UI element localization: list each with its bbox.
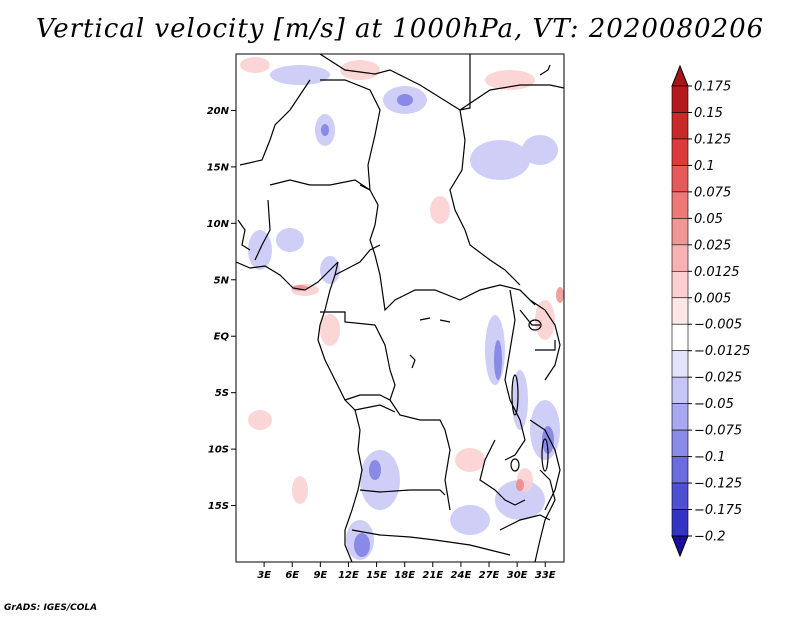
colorbar-label: 0.1	[694, 159, 715, 174]
lat-tick-label: 10N	[207, 219, 230, 230]
latitude-axis: 20N 15N 10N 5N EQ 5S 10S 15S	[207, 106, 236, 512]
colorbar-swatch	[671, 112, 689, 140]
lon-tick-label: 15E	[366, 570, 387, 581]
lon-tick-label: 6E	[285, 570, 299, 581]
colorbar-bottom-arrow	[671, 535, 689, 558]
colorbar-swatch	[671, 482, 689, 510]
map-boundaries	[236, 54, 564, 562]
colorbar-label: 0.025	[694, 238, 731, 253]
colorbar-swatch	[671, 376, 689, 404]
map-title: Vertical velocity [m/s] at 1000hPa, VT: …	[35, 14, 765, 44]
colorbar-swatch	[671, 191, 689, 219]
colorbar-label: −0.005	[694, 318, 742, 333]
colorbar-label: −0.1	[694, 450, 726, 465]
lon-tick-label: 21E	[422, 570, 443, 581]
colorbar-swatch	[671, 429, 689, 457]
colorbar-label: 0.125	[694, 132, 731, 147]
velocity-field	[236, 54, 564, 562]
lat-tick-label: 15S	[208, 501, 229, 512]
map-frame	[235, 53, 565, 563]
colorbar-swatch	[671, 85, 689, 113]
colorbar-swatch	[671, 138, 689, 166]
lon-tick-label: 12E	[338, 570, 359, 581]
lat-tick-label: 20N	[207, 106, 230, 117]
lat-tick-label: 5N	[214, 275, 230, 286]
colorbar-label: −0.2	[694, 530, 726, 545]
colorbar: 0.175 0.15 0.125 0.1 0.075 0.05 0.025 0.0125 0.0…	[671, 64, 750, 558]
colorbar-swatch	[671, 509, 689, 537]
colorbar-label: 0.0125	[694, 265, 740, 280]
colorbar-swatch	[671, 456, 689, 484]
colorbar-swatch	[671, 244, 689, 272]
colorbar-swatch	[671, 323, 689, 352]
lat-tick-label: EQ	[214, 332, 230, 343]
lat-tick-label: 15N	[207, 162, 230, 173]
colorbar-swatch	[671, 218, 689, 246]
colorbar-label: −0.175	[694, 503, 742, 518]
colorbar-top-arrow	[671, 64, 689, 87]
colorbar-label: 0.005	[694, 291, 731, 306]
colorbar-swatch	[671, 297, 689, 325]
colorbar-label: 0.075	[694, 185, 731, 200]
lat-tick-label: 5S	[215, 388, 229, 399]
colorbar-label: −0.075	[694, 424, 742, 439]
colorbar-swatch	[671, 403, 689, 431]
colorbar-label: −0.05	[694, 397, 734, 412]
colorbar-label: −0.025	[694, 371, 742, 386]
lon-tick-label: 24E	[451, 570, 472, 581]
grads-credit: GrADS: IGES/COLA	[4, 603, 98, 613]
lon-tick-label: 3E	[257, 570, 271, 581]
colorbar-label: 0.05	[694, 212, 723, 227]
colorbar-label: −0.125	[694, 477, 742, 492]
colorbar-swatch	[671, 165, 689, 193]
lon-tick-label: 18E	[394, 570, 415, 581]
longitude-axis: 3E 6E 9E 12E 15E 18E 21E 24E 27E 30E 33E	[257, 562, 556, 581]
lon-tick-label: 30E	[507, 570, 528, 581]
colorbar-label: 0.15	[694, 106, 723, 121]
lon-tick-label: 27E	[479, 570, 500, 581]
lon-tick-label: 9E	[313, 570, 327, 581]
colorbar-swatch	[671, 350, 689, 378]
colorbar-label: 0.175	[694, 80, 731, 95]
colorbar-label: −0.0125	[694, 344, 750, 359]
lat-tick-label: 10S	[208, 445, 229, 456]
colorbar-swatch	[671, 270, 689, 299]
lon-tick-label: 33E	[535, 570, 556, 581]
